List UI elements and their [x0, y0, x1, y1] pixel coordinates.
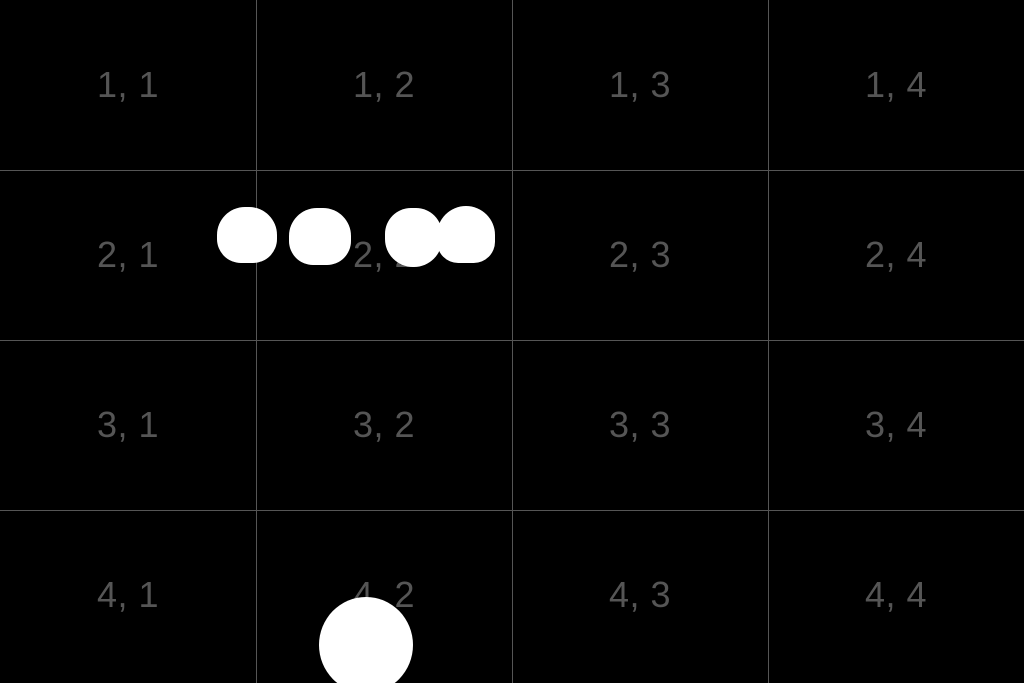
white-blob — [289, 208, 351, 265]
cell-3-4: 3, 4 — [864, 404, 928, 445]
cell-1-3: 1, 3 — [608, 64, 672, 105]
grid-line-horizontal — [0, 340, 1024, 341]
cell-3-3: 3, 3 — [608, 404, 672, 445]
cell-4-3: 4, 3 — [608, 574, 672, 615]
cell-2-4: 2, 4 — [864, 234, 928, 275]
grid-line-vertical — [768, 0, 769, 683]
cell-1-2: 1, 2 — [352, 64, 416, 105]
grid-line-horizontal — [0, 170, 1024, 171]
cell-2-3: 2, 3 — [608, 234, 672, 275]
grid-line-vertical — [512, 0, 513, 683]
white-blob — [319, 597, 413, 683]
cell-4-1: 4, 1 — [96, 574, 160, 615]
cell-3-1: 3, 1 — [96, 404, 160, 445]
cell-1-1: 1, 1 — [96, 64, 160, 105]
white-blob — [385, 208, 442, 267]
white-blob — [437, 206, 495, 263]
white-blob — [217, 207, 277, 263]
cell-4-4: 4, 4 — [864, 574, 928, 615]
cell-3-2: 3, 2 — [352, 404, 416, 445]
grid-line-vertical — [256, 0, 257, 683]
cell-2-1: 2, 1 — [96, 234, 160, 275]
grid-line-horizontal — [0, 510, 1024, 511]
cell-1-4: 1, 4 — [864, 64, 928, 105]
